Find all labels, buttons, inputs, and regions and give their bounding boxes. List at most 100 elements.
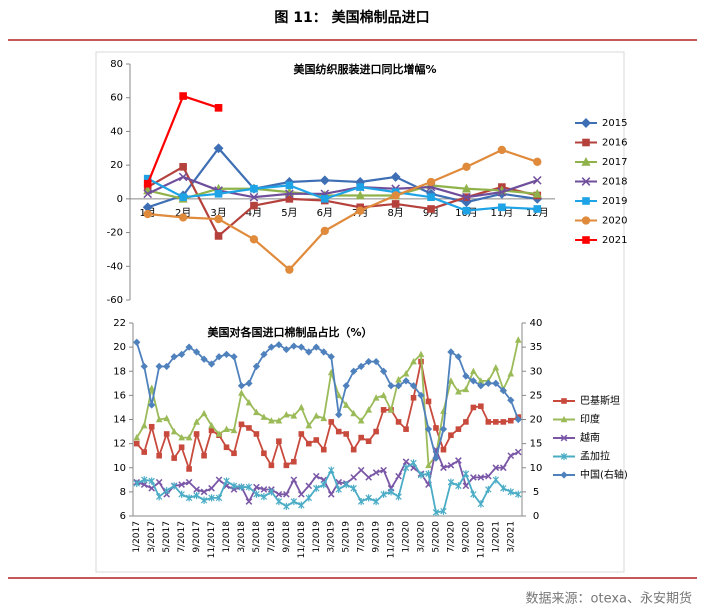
series-marker [178, 172, 188, 182]
series-marker [380, 391, 387, 399]
series-marker [350, 367, 358, 375]
series-marker [283, 502, 290, 510]
series-marker [208, 421, 215, 429]
series-marker [143, 174, 152, 183]
series-marker [365, 438, 372, 445]
series-marker [208, 427, 215, 434]
series-marker [275, 497, 283, 506]
series-marker [193, 418, 200, 425]
series-marker [350, 484, 357, 492]
series-marker [148, 384, 156, 391]
series-marker [285, 189, 294, 199]
series-marker [417, 391, 425, 400]
series-marker [155, 478, 163, 486]
series-marker [253, 408, 260, 416]
series-marker [478, 403, 484, 410]
series-marker [170, 353, 178, 361]
x-tick-label: 11/2019 [387, 521, 397, 559]
x-tick-label: 1/2017 [132, 521, 142, 553]
x-tick-label: 3/2021 [506, 521, 516, 553]
y2-tick-label: 15 [530, 439, 543, 450]
y-tick-label: 80 [110, 59, 123, 70]
series-marker [432, 508, 440, 517]
y-tick-label: 12 [113, 439, 126, 450]
series-marker [200, 355, 208, 363]
series-marker [462, 482, 470, 490]
series-marker [260, 493, 268, 501]
x-tick-label: 3月 [210, 207, 226, 219]
series-marker [238, 421, 245, 428]
series-marker [238, 483, 245, 491]
series-marker [425, 461, 432, 469]
series-marker [356, 183, 365, 191]
series-marker [155, 493, 163, 501]
series-marker [170, 482, 178, 490]
series-marker [285, 265, 294, 274]
series-marker [282, 411, 290, 418]
series-marker [320, 348, 328, 356]
y-tick-label: 20 [113, 342, 126, 353]
x-tick-label: 1/2020 [402, 521, 412, 553]
legend-label: 巴基斯坦 [580, 394, 620, 407]
series-marker [285, 195, 294, 203]
series-marker [163, 487, 170, 495]
y2-tick-label: 40 [530, 318, 543, 329]
series-marker [470, 490, 477, 498]
series-marker [201, 452, 207, 459]
series-marker [155, 362, 163, 371]
series-marker [140, 362, 148, 371]
series-marker [163, 431, 170, 437]
legend-marker [581, 177, 591, 186]
series-marker [276, 438, 282, 445]
series-marker [250, 184, 258, 193]
legend-label: 越南 [580, 431, 600, 444]
series-line [147, 184, 538, 200]
x-tick-label: 9月 [423, 207, 439, 219]
series-marker [320, 414, 328, 422]
x-tick-label: 11月 [491, 207, 514, 219]
legend-label: 2016 [602, 138, 627, 149]
x-tick-label: 12月 [526, 207, 549, 219]
series-marker [335, 485, 342, 494]
series-marker [312, 343, 320, 351]
legend-marker [560, 415, 568, 423]
series-marker [507, 370, 515, 377]
y-tick-label: 40 [110, 126, 123, 137]
x-tick-label: 1/2019 [312, 521, 322, 553]
series-marker [312, 472, 320, 480]
series-marker [427, 193, 435, 201]
series-marker [230, 353, 238, 361]
series-marker [250, 201, 258, 210]
series-marker [313, 484, 320, 492]
series-marker [249, 235, 259, 244]
series-marker [462, 470, 470, 478]
figure-title: 图 11： 美国棉制品进口 [274, 9, 429, 26]
series-marker [409, 382, 418, 390]
series-marker [387, 406, 395, 413]
series-marker [391, 200, 400, 208]
series-marker [507, 396, 515, 404]
series-marker [260, 350, 268, 359]
series-line [147, 148, 538, 271]
series-marker [462, 206, 471, 215]
series-marker [313, 437, 320, 443]
series-marker [432, 454, 440, 462]
legend-label: 2019 [602, 196, 627, 207]
series-marker [417, 350, 425, 358]
series-marker [402, 458, 410, 466]
series-marker [327, 353, 335, 361]
series-marker [440, 446, 447, 453]
legend-marker [581, 216, 591, 225]
series-marker [533, 157, 542, 166]
series-marker [410, 459, 417, 467]
series-marker [455, 388, 462, 395]
chart-frame [95, 51, 625, 573]
series-marker [297, 343, 305, 351]
series-marker [439, 425, 448, 433]
legend-marker [582, 197, 590, 205]
series-marker [179, 163, 187, 171]
series-marker [155, 415, 163, 423]
x-tick-label: 8月 [387, 207, 403, 219]
series-marker [365, 357, 373, 366]
series-marker [533, 205, 542, 213]
